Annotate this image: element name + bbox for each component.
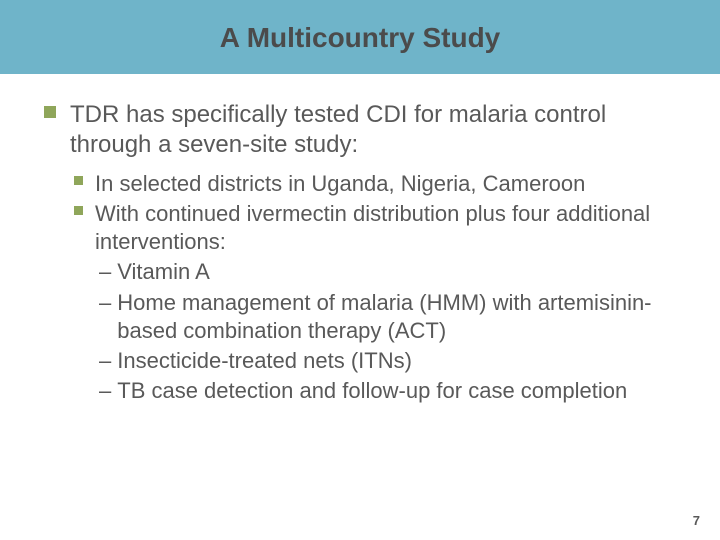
title-bar: A Multicountry Study <box>0 0 720 74</box>
bullet-list-level2: In selected districts in Uganda, Nigeria… <box>70 170 676 407</box>
bullet-list-level1: TDR has specifically tested CDI for mala… <box>44 100 676 409</box>
slide-title: A Multicountry Study <box>220 22 501 53</box>
list-item-text: Vitamin A <box>117 258 676 286</box>
dash-bullet-icon: – <box>99 289 111 345</box>
square-bullet-icon <box>74 206 83 215</box>
list-item-body: TDR has specifically tested CDI for mala… <box>70 100 676 409</box>
list-item-text: In selected districts in Uganda, Nigeria… <box>95 170 676 198</box>
list-item: – Insecticide-treated nets (ITNs) <box>95 347 676 375</box>
list-item-text: Insecticide-treated nets (ITNs) <box>117 347 676 375</box>
square-bullet-icon <box>44 106 56 118</box>
slide: { "title": { "text": "A Multicountry Stu… <box>0 0 720 540</box>
bullet-list-level3: – Vitamin A – Home management of malaria… <box>95 258 676 405</box>
list-item: With continued ivermectin distribution p… <box>70 200 676 407</box>
dash-bullet-icon: – <box>99 347 111 375</box>
list-item: In selected districts in Uganda, Nigeria… <box>70 170 676 198</box>
page-number: 7 <box>693 513 700 528</box>
list-item-body: With continued ivermectin distribution p… <box>95 200 676 407</box>
list-item: – Home management of malaria (HMM) with … <box>95 289 676 345</box>
content-area: TDR has specifically tested CDI for mala… <box>0 74 720 409</box>
list-item-text: TB case detection and follow-up for case… <box>117 377 676 405</box>
list-item: – TB case detection and follow-up for ca… <box>95 377 676 405</box>
dash-bullet-icon: – <box>99 258 111 286</box>
list-item: – Vitamin A <box>95 258 676 286</box>
list-item-text: Home management of malaria (HMM) with ar… <box>117 289 676 345</box>
list-item-text: TDR has specifically tested CDI for mala… <box>70 101 606 158</box>
list-item-text: With continued ivermectin distribution p… <box>95 201 650 254</box>
list-item: TDR has specifically tested CDI for mala… <box>44 100 676 409</box>
square-bullet-icon <box>74 176 83 185</box>
dash-bullet-icon: – <box>99 377 111 405</box>
